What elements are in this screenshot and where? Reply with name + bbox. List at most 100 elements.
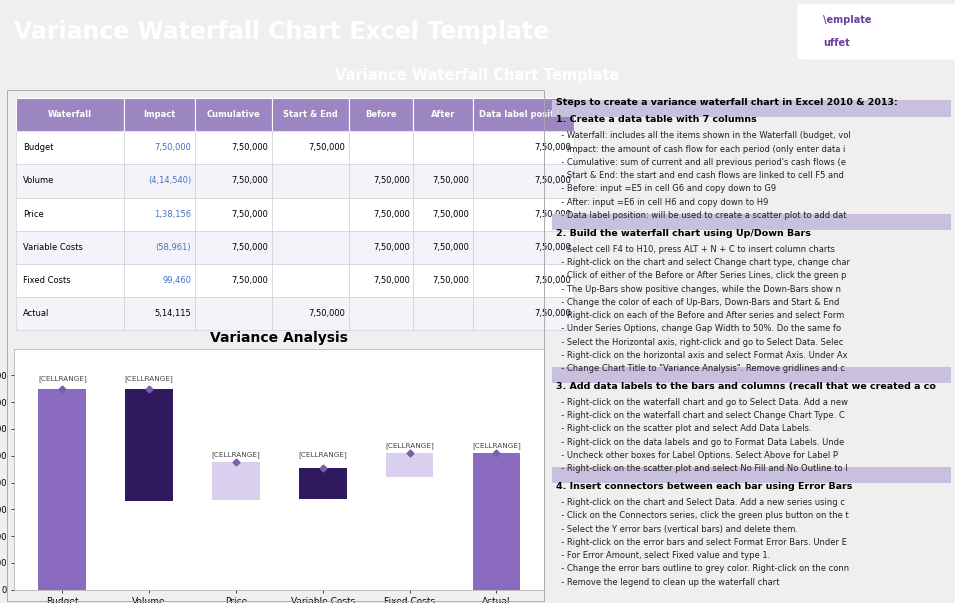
Text: - Under Series Options, change Gap Width to 50%. Do the same fo: - Under Series Options, change Gap Width… — [556, 324, 841, 333]
Text: 1. Create a data table with 7 columns: 1. Create a data table with 7 columns — [556, 116, 756, 124]
Text: 7,50,000: 7,50,000 — [433, 243, 469, 252]
FancyBboxPatch shape — [16, 131, 124, 165]
Text: After: After — [431, 110, 456, 119]
Text: 7,50,000: 7,50,000 — [534, 144, 571, 153]
Text: - Right-click on the horizontal axis and select Format Axis. Under Ax: - Right-click on the horizontal axis and… — [556, 351, 848, 360]
Text: - Select the Y error bars (vertical bars) and delete them.: - Select the Y error bars (vertical bars… — [556, 525, 798, 534]
FancyBboxPatch shape — [195, 297, 272, 330]
FancyBboxPatch shape — [195, 165, 272, 198]
Text: [CELLRANGE]: [CELLRANGE] — [385, 442, 434, 449]
Text: - Right-click on the scatter plot and select No Fill and No Outline to I: - Right-click on the scatter plot and se… — [556, 464, 848, 473]
Text: 7,50,000: 7,50,000 — [534, 177, 571, 186]
Text: Variance Waterfall Chart Excel Template: Variance Waterfall Chart Excel Template — [14, 20, 549, 43]
FancyBboxPatch shape — [16, 165, 124, 198]
Text: [CELLRANGE]: [CELLRANGE] — [38, 375, 87, 382]
FancyBboxPatch shape — [195, 264, 272, 297]
Text: [CELLRANGE]: [CELLRANGE] — [212, 452, 261, 458]
FancyBboxPatch shape — [272, 198, 350, 231]
Text: 4. Insert connectors between each bar using Error Bars: 4. Insert connectors between each bar us… — [556, 482, 853, 491]
Text: Steps to create a variance waterfall chart in Excel 2010 & 2013:: Steps to create a variance waterfall cha… — [556, 98, 898, 107]
Text: - Right-click on the waterfall chart and select Change Chart Type. C: - Right-click on the waterfall chart and… — [556, 411, 845, 420]
Text: Variance Waterfall Chart Template: Variance Waterfall Chart Template — [335, 69, 620, 83]
Bar — [299, 468, 347, 499]
Bar — [212, 463, 260, 500]
FancyBboxPatch shape — [797, 4, 955, 60]
FancyBboxPatch shape — [350, 165, 414, 198]
Text: uffet: uffet — [823, 38, 850, 48]
FancyBboxPatch shape — [414, 131, 473, 165]
Text: 99,460: 99,460 — [162, 276, 191, 285]
Text: 7,50,000: 7,50,000 — [534, 210, 571, 219]
FancyBboxPatch shape — [350, 98, 414, 131]
Text: Before: Before — [366, 110, 397, 119]
Text: 7,50,000: 7,50,000 — [534, 309, 571, 318]
FancyBboxPatch shape — [272, 131, 350, 165]
Text: - Before: input =E5 in cell G6 and copy down to G9: - Before: input =E5 in cell G6 and copy … — [556, 185, 776, 194]
Text: 7,50,000: 7,50,000 — [372, 276, 410, 285]
FancyBboxPatch shape — [414, 231, 473, 264]
Text: - Change Chart Title to "Variance Analysis". Remove gridlines and c: - Change Chart Title to "Variance Analys… — [556, 364, 845, 373]
Text: 7,50,000: 7,50,000 — [372, 210, 410, 219]
Text: - Right-click on the chart and select Change chart type, change char: - Right-click on the chart and select Ch… — [556, 258, 850, 267]
FancyBboxPatch shape — [195, 131, 272, 165]
FancyBboxPatch shape — [414, 297, 473, 330]
FancyBboxPatch shape — [272, 297, 350, 330]
FancyBboxPatch shape — [552, 213, 951, 230]
Text: Start & End: Start & End — [284, 110, 338, 119]
Text: - Click of either of the Before or After Series Lines, click the green p: - Click of either of the Before or After… — [556, 271, 846, 280]
FancyBboxPatch shape — [124, 165, 195, 198]
FancyBboxPatch shape — [195, 98, 272, 131]
FancyBboxPatch shape — [473, 165, 575, 198]
FancyBboxPatch shape — [350, 231, 414, 264]
Bar — [473, 453, 520, 590]
Text: Price: Price — [23, 210, 43, 219]
Text: 7,50,000: 7,50,000 — [308, 144, 346, 153]
FancyBboxPatch shape — [473, 131, 575, 165]
Text: - Right-click on the scatter plot and select Add Data Labels.: - Right-click on the scatter plot and se… — [556, 425, 812, 434]
Text: [CELLRANGE]: [CELLRANGE] — [125, 375, 174, 382]
Text: - Remove the legend to clean up the waterfall chart: - Remove the legend to clean up the wate… — [556, 578, 779, 587]
Text: 7,50,000: 7,50,000 — [231, 177, 268, 186]
Text: 2. Build the waterfall chart using Up/Down Bars: 2. Build the waterfall chart using Up/Do… — [556, 229, 811, 238]
Text: - Uncheck other boxes for Label Options. Select Above for Label P: - Uncheck other boxes for Label Options.… — [556, 451, 838, 460]
Text: - Data label position: will be used to create a scatter plot to add dat: - Data label position: will be used to c… — [556, 211, 846, 220]
FancyBboxPatch shape — [473, 98, 575, 131]
FancyBboxPatch shape — [16, 297, 124, 330]
FancyBboxPatch shape — [16, 264, 124, 297]
Text: 7,50,000: 7,50,000 — [433, 210, 469, 219]
Text: [CELLRANGE]: [CELLRANGE] — [298, 452, 347, 458]
Text: Fixed Costs: Fixed Costs — [23, 276, 71, 285]
Text: 7,50,000: 7,50,000 — [231, 210, 268, 219]
FancyBboxPatch shape — [473, 297, 575, 330]
Text: 7,50,000: 7,50,000 — [433, 177, 469, 186]
FancyBboxPatch shape — [124, 198, 195, 231]
Text: Impact: Impact — [143, 110, 176, 119]
Title: Variance Analysis: Variance Analysis — [210, 330, 349, 344]
Text: - Cumulative: sum of current and all previous period's cash flows (e: - Cumulative: sum of current and all pre… — [556, 158, 846, 167]
FancyBboxPatch shape — [473, 264, 575, 297]
FancyBboxPatch shape — [552, 100, 951, 116]
Text: - Right-click on the error bars and select Format Error Bars. Under E: - Right-click on the error bars and sele… — [556, 538, 847, 547]
Text: - Waterfall: includes all the items shown in the Waterfall (budget, vol: - Waterfall: includes all the items show… — [556, 131, 851, 140]
FancyBboxPatch shape — [350, 198, 414, 231]
FancyBboxPatch shape — [414, 264, 473, 297]
Text: 7,50,000: 7,50,000 — [308, 309, 346, 318]
FancyBboxPatch shape — [272, 231, 350, 264]
Text: 3. Add data labels to the bars and columns (recall that we created a co: 3. Add data labels to the bars and colum… — [556, 382, 936, 391]
Text: - Right-click on the chart and Select Data. Add a new series using c: - Right-click on the chart and Select Da… — [556, 498, 845, 507]
Text: 7,50,000: 7,50,000 — [372, 243, 410, 252]
FancyBboxPatch shape — [124, 231, 195, 264]
Text: 7,50,000: 7,50,000 — [534, 243, 571, 252]
FancyBboxPatch shape — [16, 198, 124, 231]
Text: Data label position: Data label position — [478, 110, 568, 119]
Text: 7,50,000: 7,50,000 — [155, 144, 191, 153]
Text: 7,50,000: 7,50,000 — [433, 276, 469, 285]
FancyBboxPatch shape — [272, 165, 350, 198]
Text: 5,14,115: 5,14,115 — [155, 309, 191, 318]
Text: Variable Costs: Variable Costs — [23, 243, 82, 252]
Text: - Impact: the amount of cash flow for each period (only enter data i: - Impact: the amount of cash flow for ea… — [556, 145, 845, 154]
FancyBboxPatch shape — [195, 198, 272, 231]
Text: 7,50,000: 7,50,000 — [231, 276, 268, 285]
Text: - Click on the Connectors series, click the green plus button on the t: - Click on the Connectors series, click … — [556, 511, 849, 520]
Text: - After: input =E6 in cell H6 and copy down to H9: - After: input =E6 in cell H6 and copy d… — [556, 198, 769, 207]
